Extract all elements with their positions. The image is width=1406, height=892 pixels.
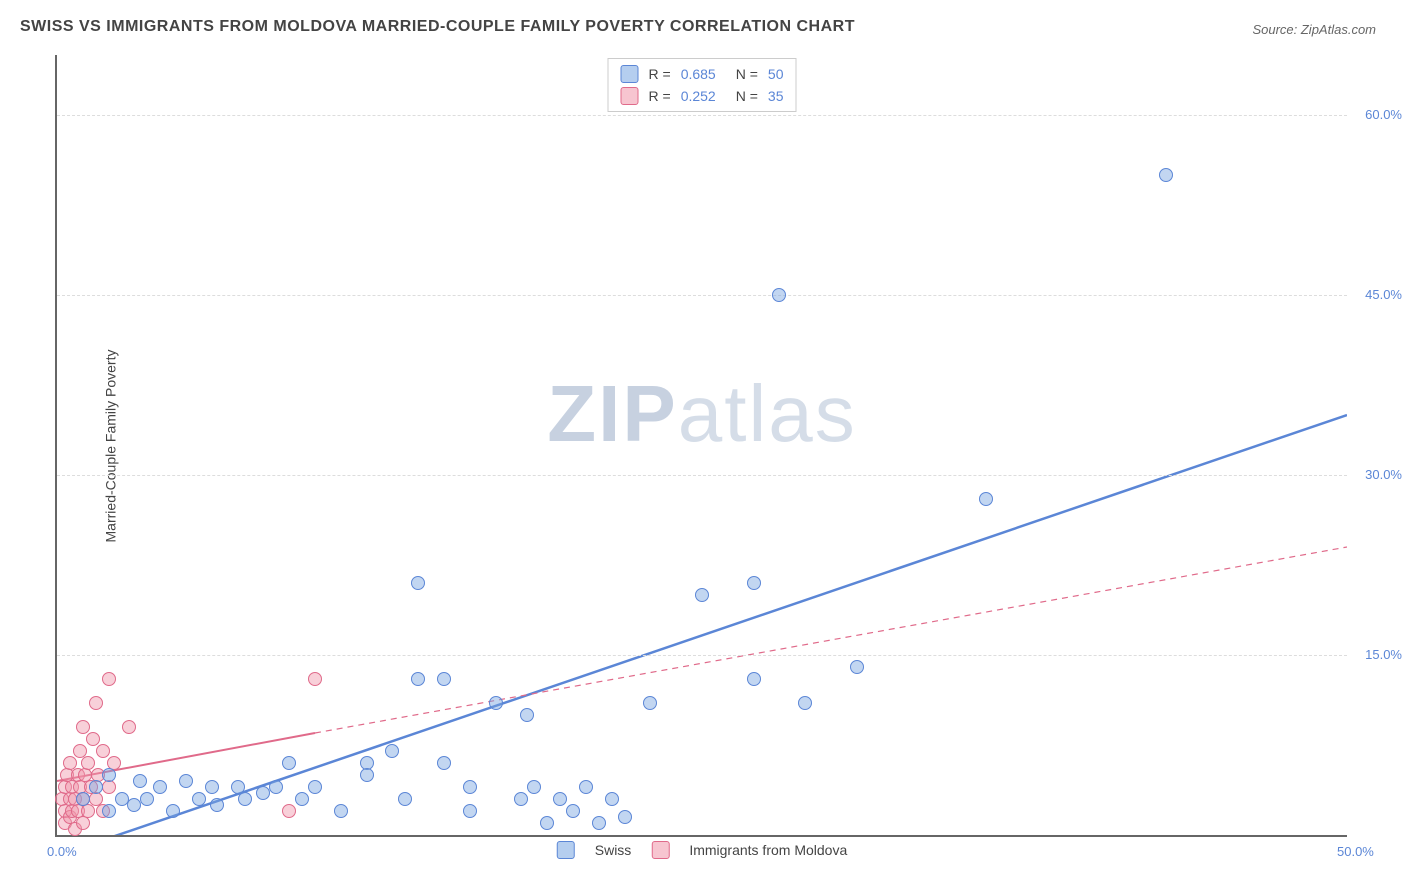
scatter-point: [1159, 168, 1173, 182]
source-text: Source: ZipAtlas.com: [1252, 22, 1376, 37]
scatter-point: [540, 816, 554, 830]
scatter-point: [566, 804, 580, 818]
y-tick-label: 15.0%: [1352, 647, 1402, 662]
scatter-point: [772, 288, 786, 302]
scatter-point: [514, 792, 528, 806]
scatter-point: [166, 804, 180, 818]
scatter-point: [115, 792, 129, 806]
scatter-point: [179, 774, 193, 788]
scatter-point: [747, 576, 761, 590]
scatter-point: [102, 780, 116, 794]
legend-r-label: R =: [649, 88, 671, 104]
swatch-blue-icon: [557, 841, 575, 859]
legend-n-label: N =: [736, 88, 758, 104]
series-legend-label: Swiss: [595, 842, 632, 858]
scatter-point: [102, 804, 116, 818]
scatter-point: [527, 780, 541, 794]
scatter-point: [122, 720, 136, 734]
scatter-point: [334, 804, 348, 818]
scatter-point: [520, 708, 534, 722]
series-legend-label: Immigrants from Moldova: [689, 842, 847, 858]
scatter-point: [133, 774, 147, 788]
y-tick-label: 45.0%: [1352, 287, 1402, 302]
scatter-point: [210, 798, 224, 812]
scatter-point: [579, 780, 593, 794]
scatter-point: [463, 780, 477, 794]
scatter-point: [282, 756, 296, 770]
scatter-point: [89, 696, 103, 710]
gridline: [57, 655, 1347, 656]
legend-row-blue: R = 0.685 N = 50: [621, 63, 784, 85]
x-tick-label: 0.0%: [47, 844, 77, 859]
scatter-point: [592, 816, 606, 830]
swatch-pink-icon: [621, 87, 639, 105]
gridline: [57, 115, 1347, 116]
scatter-point: [102, 672, 116, 686]
chart-title: SWISS VS IMMIGRANTS FROM MOLDOVA MARRIED…: [20, 18, 855, 36]
scatter-point: [205, 780, 219, 794]
legend-r-label: R =: [649, 66, 671, 82]
scatter-point: [192, 792, 206, 806]
scatter-point: [411, 576, 425, 590]
scatter-point: [127, 798, 141, 812]
scatter-point: [437, 756, 451, 770]
scatter-point: [256, 786, 270, 800]
scatter-point: [102, 768, 116, 782]
scatter-point: [269, 780, 283, 794]
correlation-legend: R = 0.685 N = 50 R = 0.252 N = 35: [608, 58, 797, 112]
scatter-point: [308, 780, 322, 794]
gridline: [57, 475, 1347, 476]
y-tick-label: 60.0%: [1352, 107, 1402, 122]
scatter-point: [605, 792, 619, 806]
swatch-pink-icon: [651, 841, 669, 859]
swatch-blue-icon: [621, 65, 639, 83]
legend-n-value-blue: 50: [768, 66, 784, 82]
y-tick-label: 30.0%: [1352, 467, 1402, 482]
scatter-point: [489, 696, 503, 710]
scatter-point: [76, 816, 90, 830]
scatter-point: [153, 780, 167, 794]
watermark-light: atlas: [678, 369, 857, 458]
watermark: ZIPatlas: [547, 368, 856, 460]
scatter-point: [76, 792, 90, 806]
legend-r-value-blue: 0.685: [681, 66, 716, 82]
legend-r-value-pink: 0.252: [681, 88, 716, 104]
legend-n-value-pink: 35: [768, 88, 784, 104]
scatter-point: [282, 804, 296, 818]
scatter-point: [643, 696, 657, 710]
scatter-point: [295, 792, 309, 806]
scatter-point: [850, 660, 864, 674]
scatter-point: [360, 768, 374, 782]
scatter-point: [618, 810, 632, 824]
scatter-point: [76, 720, 90, 734]
scatter-point: [553, 792, 567, 806]
scatter-point: [463, 804, 477, 818]
scatter-point: [96, 744, 110, 758]
scatter-point: [979, 492, 993, 506]
scatter-point: [81, 804, 95, 818]
scatter-point: [695, 588, 709, 602]
scatter-point: [238, 792, 252, 806]
gridline: [57, 295, 1347, 296]
plot-area: ZIPatlas R = 0.685 N = 50 R = 0.252 N = …: [55, 55, 1347, 837]
scatter-point: [437, 672, 451, 686]
scatter-point: [398, 792, 412, 806]
trend-lines: [57, 55, 1347, 835]
x-tick-label: 50.0%: [1337, 844, 1374, 859]
scatter-point: [747, 672, 761, 686]
scatter-point: [798, 696, 812, 710]
scatter-point: [89, 780, 103, 794]
legend-row-pink: R = 0.252 N = 35: [621, 85, 784, 107]
scatter-point: [308, 672, 322, 686]
scatter-point: [140, 792, 154, 806]
scatter-point: [81, 756, 95, 770]
scatter-point: [385, 744, 399, 758]
scatter-point: [86, 732, 100, 746]
scatter-point: [411, 672, 425, 686]
series-legend: Swiss Immigrants from Moldova: [557, 841, 848, 859]
watermark-bold: ZIP: [547, 369, 677, 458]
legend-n-label: N =: [736, 66, 758, 82]
